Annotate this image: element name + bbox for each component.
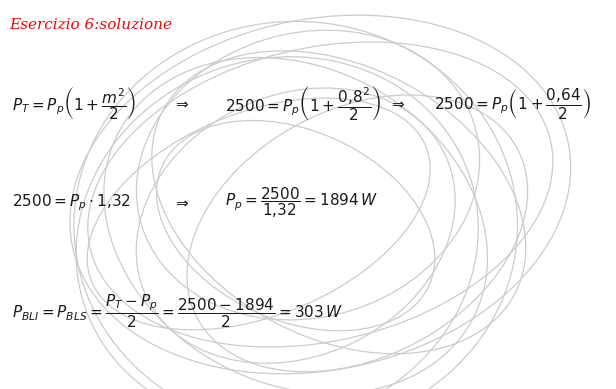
Text: $\Rightarrow$: $\Rightarrow$ xyxy=(389,96,406,110)
Text: $\Rightarrow$: $\Rightarrow$ xyxy=(173,195,190,209)
Text: Esercizio 6:soluzione: Esercizio 6:soluzione xyxy=(9,18,172,32)
Text: $\Rightarrow$: $\Rightarrow$ xyxy=(173,96,190,110)
Text: $2500 = P_p \cdot 1{,}32$: $2500 = P_p \cdot 1{,}32$ xyxy=(12,192,131,212)
Text: $P_T = P_p\left(1+\dfrac{m^2}{2}\right)$: $P_T = P_p\left(1+\dfrac{m^2}{2}\right)$ xyxy=(12,84,136,122)
Text: $P_p = \dfrac{2500}{1{,}32} = 1894\,W$: $P_p = \dfrac{2500}{1{,}32} = 1894\,W$ xyxy=(225,185,378,220)
Text: $P_{BLI} = P_{BLS} = \dfrac{P_T - P_p}{2} = \dfrac{2500 - 1894}{2} = 303\,W$: $P_{BLI} = P_{BLS} = \dfrac{P_T - P_p}{2… xyxy=(12,293,344,330)
Text: $2500 = P_p\left(1+\dfrac{0{,}8^2}{2}\right)$: $2500 = P_p\left(1+\dfrac{0{,}8^2}{2}\ri… xyxy=(225,84,381,123)
Text: $2500 = P_p\left(1+\dfrac{0{,}64}{2}\right)$: $2500 = P_p\left(1+\dfrac{0{,}64}{2}\rig… xyxy=(434,86,592,121)
